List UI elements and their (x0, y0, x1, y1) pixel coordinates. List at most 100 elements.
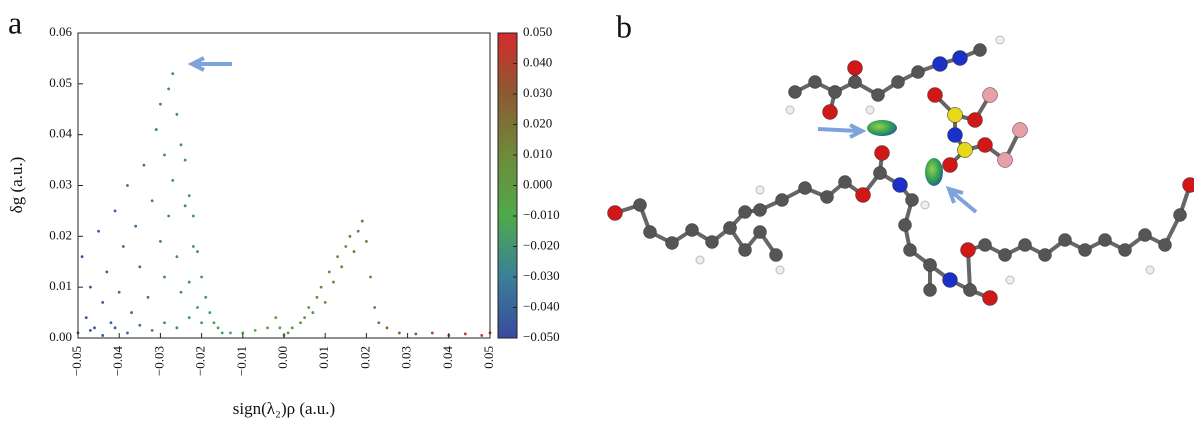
x-tick-label: 0.00 (275, 346, 290, 369)
x-tick-label: 0.03 (399, 346, 414, 369)
y-tick-label: 0.01 (49, 278, 72, 293)
atom (948, 108, 963, 123)
point (175, 326, 178, 329)
atom (686, 224, 699, 237)
atom (821, 191, 834, 204)
atom (892, 76, 905, 89)
point (101, 301, 104, 304)
point (163, 154, 166, 157)
hydrogen (786, 106, 794, 114)
point (324, 301, 327, 304)
point (180, 291, 183, 294)
point (147, 296, 150, 299)
colorbar-tick-label: 0.050 (523, 24, 552, 39)
atom (928, 88, 943, 103)
x-tick-label: 0.01 (316, 346, 331, 369)
atom (899, 219, 912, 232)
atom (912, 66, 925, 79)
point (93, 326, 96, 329)
atom (739, 206, 752, 219)
y-tick-label: 0.03 (49, 176, 72, 191)
point (373, 306, 376, 309)
atom (724, 222, 737, 235)
arrow (949, 189, 976, 212)
atom (634, 199, 647, 212)
point (114, 326, 117, 329)
point (365, 240, 368, 243)
point (192, 245, 195, 248)
point (431, 332, 434, 335)
point (196, 250, 199, 253)
point (377, 321, 380, 324)
atom (1079, 244, 1092, 257)
y-tick-label: 0.00 (49, 329, 72, 344)
point (155, 128, 158, 131)
point (110, 321, 113, 324)
x-tick-label: −0.05 (69, 346, 84, 376)
atom (754, 204, 767, 217)
atom (776, 194, 789, 207)
atom (872, 89, 885, 102)
colorbar-tick-label: 0.040 (523, 54, 552, 69)
point (101, 334, 104, 337)
point (126, 332, 129, 335)
atom (739, 244, 752, 257)
molecule (608, 36, 1194, 306)
y-tick-label: 0.02 (49, 227, 72, 242)
hydrogen (1146, 266, 1154, 274)
point (274, 316, 277, 319)
atom (961, 243, 976, 258)
point (163, 321, 166, 324)
atom (644, 226, 657, 239)
point (196, 306, 199, 309)
point (480, 334, 483, 337)
atom (953, 51, 968, 66)
atom (1059, 234, 1072, 247)
point (151, 199, 154, 202)
point (340, 265, 343, 268)
atom (974, 44, 987, 57)
atom (893, 178, 908, 193)
point (126, 184, 129, 187)
point (316, 296, 319, 299)
point (175, 255, 178, 258)
atom (983, 291, 998, 306)
hydrogen (776, 266, 784, 274)
point (332, 281, 335, 284)
atom (983, 88, 998, 103)
atom (849, 76, 862, 89)
point (398, 332, 401, 335)
atom (799, 182, 812, 195)
point (122, 245, 125, 248)
point (89, 286, 92, 289)
atom (1159, 239, 1172, 252)
atom (1174, 209, 1187, 222)
hydrogen (921, 201, 929, 209)
point (138, 265, 141, 268)
point (361, 220, 364, 223)
point (254, 329, 257, 332)
point (159, 240, 162, 243)
point (357, 230, 360, 233)
atom (943, 158, 958, 173)
point (353, 250, 356, 253)
point (184, 159, 187, 162)
atom (1183, 178, 1194, 193)
hydrogen (696, 256, 704, 264)
interaction-surface (925, 158, 943, 186)
atom (958, 143, 973, 158)
hydrogen (866, 106, 874, 114)
point (167, 215, 170, 218)
point (192, 215, 195, 218)
colorbar-tick-label: −0.040 (523, 298, 560, 313)
point (89, 329, 92, 332)
point (287, 332, 290, 335)
point (414, 333, 417, 336)
atom (829, 86, 842, 99)
x-tick-label: −0.03 (151, 346, 166, 376)
atom (1119, 244, 1132, 257)
point (208, 311, 211, 314)
point (217, 326, 220, 329)
point (159, 103, 162, 106)
